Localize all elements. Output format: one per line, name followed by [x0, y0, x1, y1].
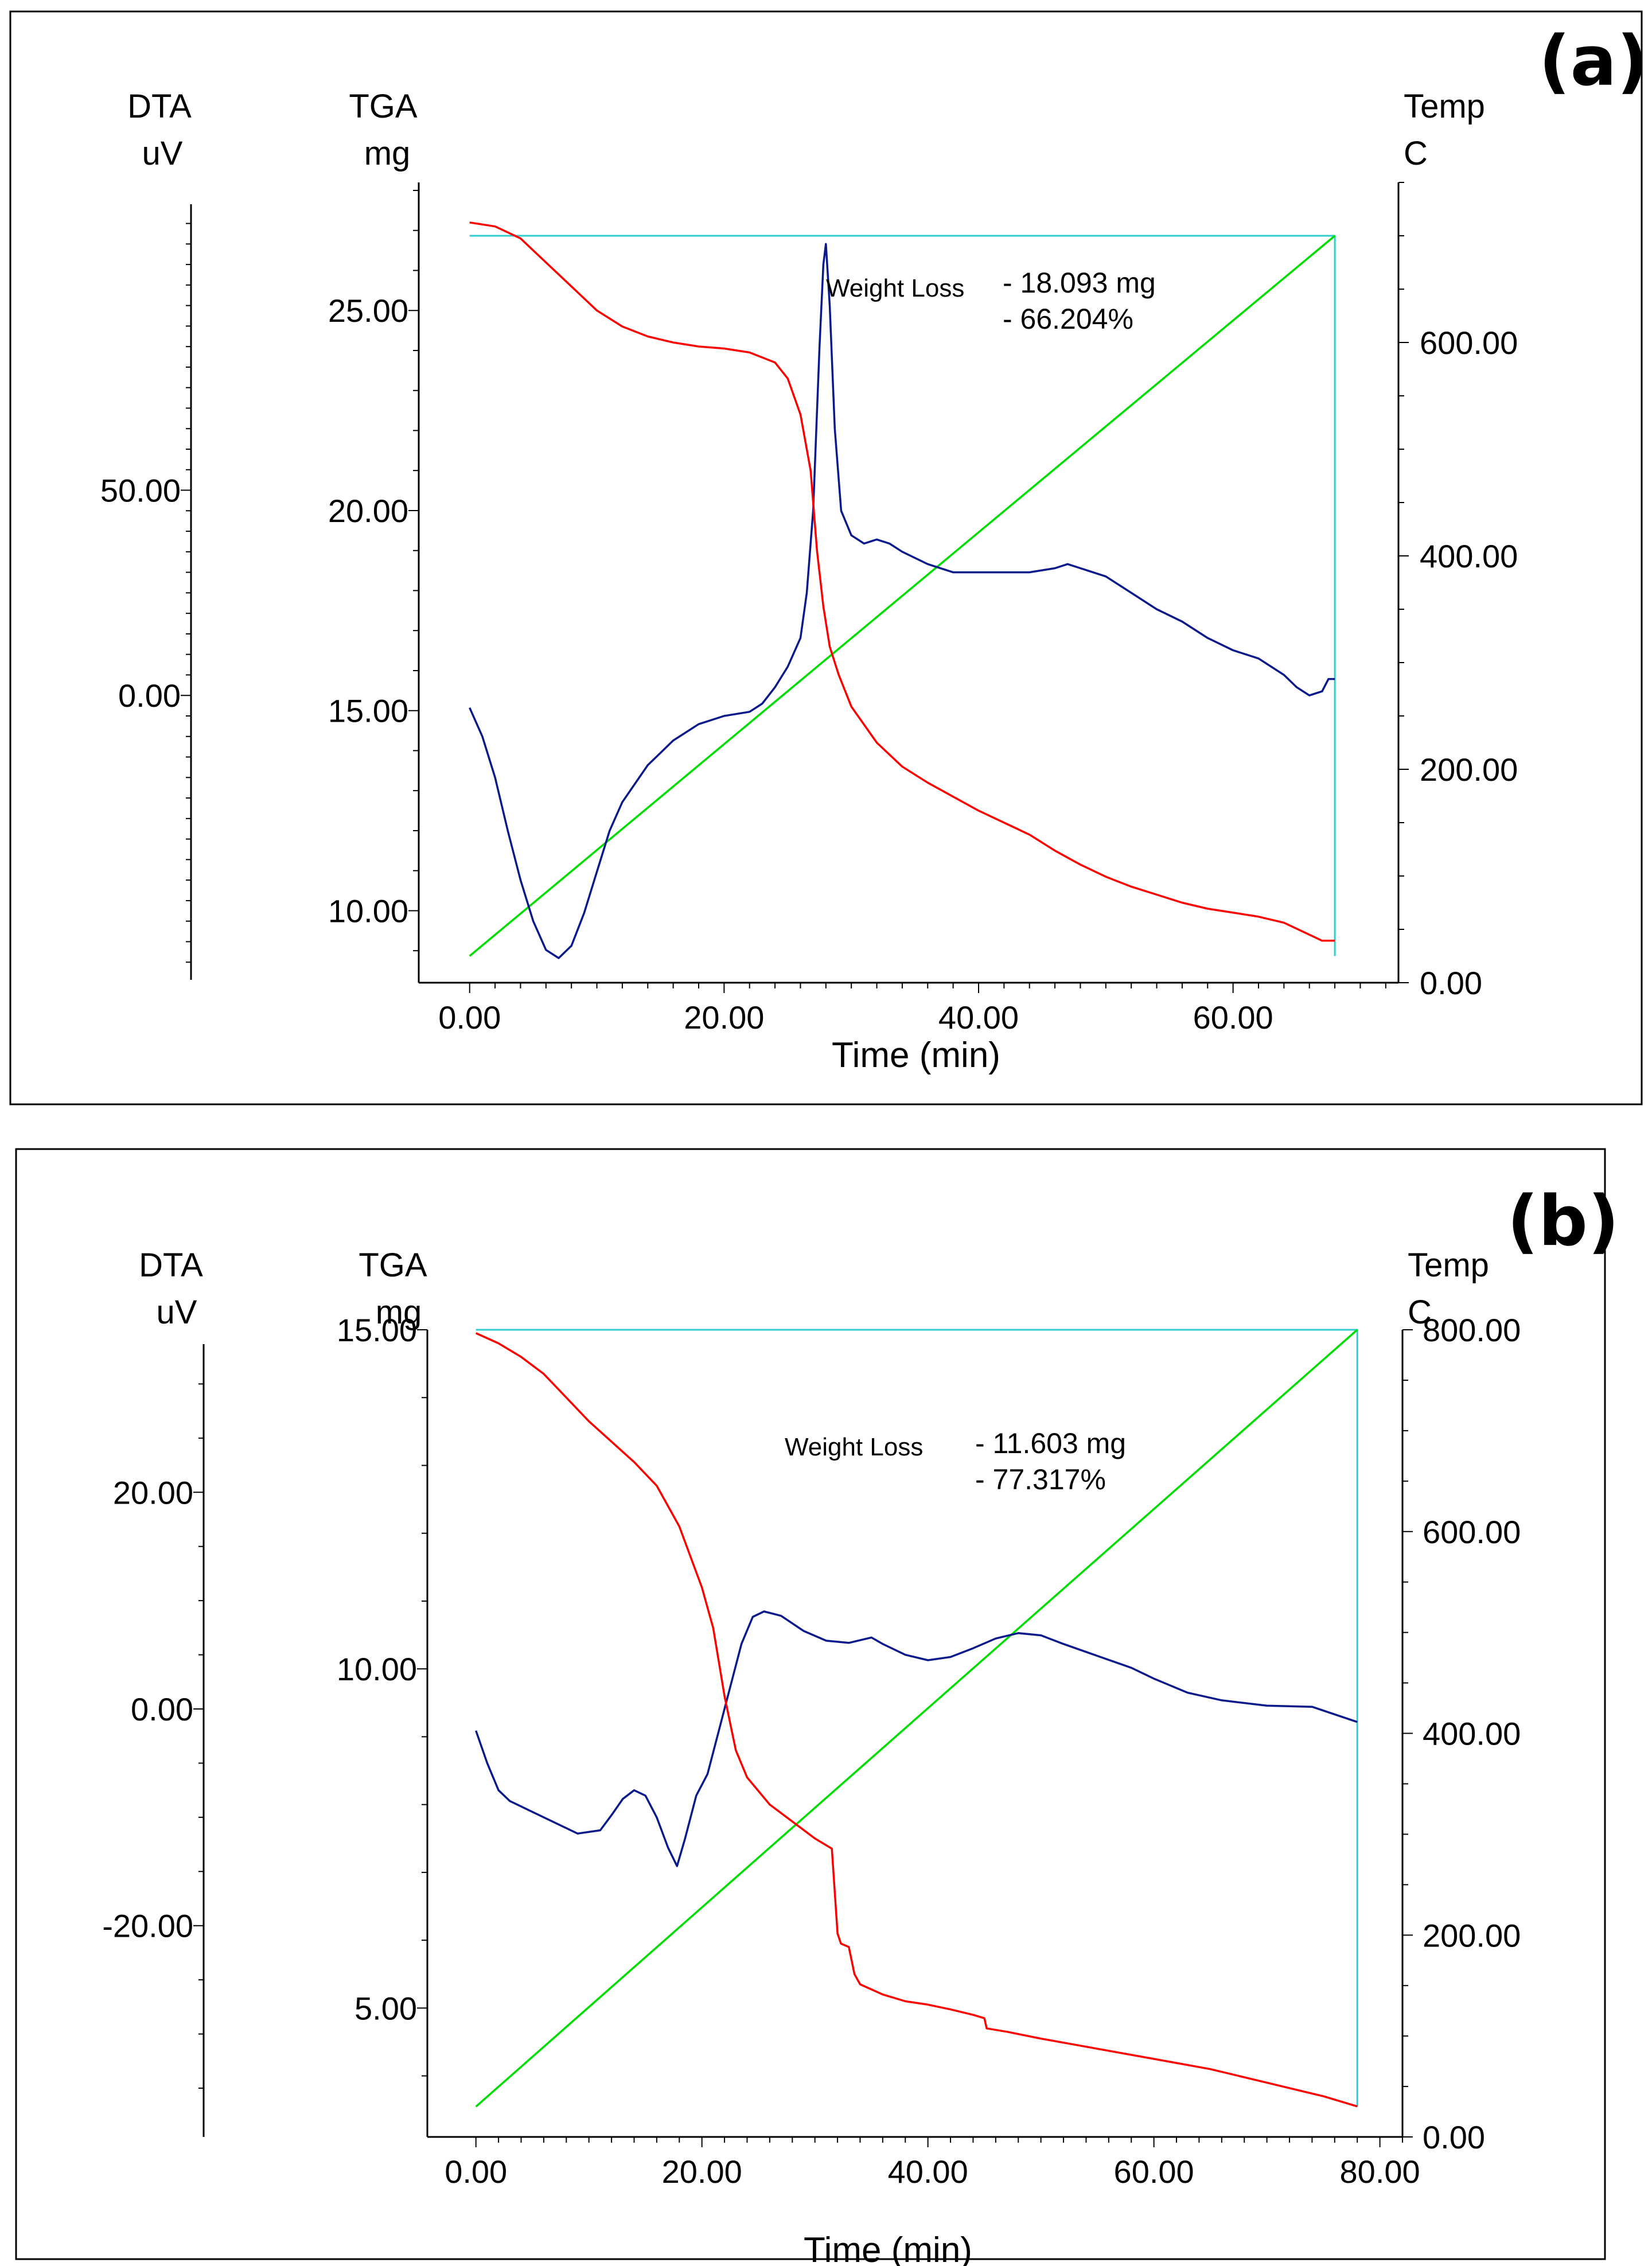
plot-curves: [469, 221, 1336, 959]
dta-curve: [469, 243, 1335, 959]
dta-tick-label: 20.00: [113, 1474, 193, 1510]
time-axis-title: Time (min): [804, 2230, 972, 2266]
temp-tick-label: 400.00: [1420, 538, 1518, 574]
temp-tick-label: 200.00: [1423, 1917, 1521, 1953]
tga-tick-label: 25.00: [328, 293, 408, 329]
tga-curve: [475, 1332, 1358, 2108]
weight-loss-mass: - 11.603 mg: [975, 1427, 1126, 1459]
temp-tick-label: 800.00: [1423, 1312, 1521, 1348]
weight-loss-percent: - 66.204%: [1003, 303, 1133, 335]
tga-tick-label: 15.00: [328, 693, 408, 729]
time-tick-label: 60.00: [1114, 2154, 1194, 2190]
weight-loss-mass: - 18.093 mg: [1003, 267, 1156, 299]
temp-tick-label: 0.00: [1420, 965, 1482, 1001]
panel-frame: [9, 10, 1643, 1105]
temp-curve: [475, 1329, 1358, 2108]
axis-ticks: 15.00 10.00 5.00 800.00 600.00 400.00 200.00 0.…: [102, 1312, 1521, 2190]
dta-tick-label: 0.00: [131, 1691, 193, 1727]
dta-axis-unit: uV: [157, 1294, 197, 1331]
weight-loss-label: Weight Loss: [826, 274, 964, 302]
panel-label: (b): [1507, 1182, 1619, 1262]
temp-tick-label: 0.00: [1423, 2119, 1485, 2155]
tga-axis-unit: mg: [364, 135, 411, 172]
tga-axis-title: TGA: [349, 88, 418, 125]
time-tick-label: 20.00: [684, 999, 764, 1035]
tga-axis-title: TGA: [359, 1247, 427, 1284]
tga-tick-label: 15.00: [337, 1312, 417, 1348]
temp-axis-title: Temp: [1404, 88, 1485, 125]
temp-tick-label: 600.00: [1423, 1514, 1521, 1550]
time-tick-label: 0.00: [445, 2154, 507, 2190]
panel-frame: [15, 1148, 1606, 2260]
dta-tick-label: 0.00: [118, 678, 181, 714]
temp-tick-label: 600.00: [1420, 325, 1518, 361]
temp-tick-label: 400.00: [1423, 1716, 1521, 1752]
dta-axis-unit: uV: [142, 135, 183, 172]
temp-axis-unit: C: [1404, 135, 1428, 172]
tga-tick-label: 5.00: [354, 1990, 417, 2026]
panel-label: (a): [1539, 22, 1649, 102]
temp-axis-title: Temp: [1408, 1247, 1489, 1284]
temp-curve: [469, 235, 1336, 957]
temp-tick-label: 200.00: [1420, 752, 1518, 788]
tga-tick-label: 20.00: [328, 493, 408, 529]
dta-tick-label: 50.00: [100, 473, 181, 509]
dta-tick-label: -20.00: [102, 1908, 193, 1944]
dta-axis-title: DTA: [139, 1247, 203, 1284]
time-axis-title: Time (min): [832, 1035, 1000, 1075]
tga-tick-label: 10.00: [328, 893, 408, 929]
time-tick-label: 80.00: [1340, 2154, 1420, 2190]
time-tick-label: 0.00: [438, 999, 501, 1035]
tga-tick-label: 10.00: [337, 1651, 417, 1687]
weight-loss-percent: - 77.317%: [975, 1463, 1106, 1496]
time-tick-label: 40.00: [938, 999, 1019, 1035]
time-tick-label: 60.00: [1193, 999, 1273, 1035]
time-tick-label: 20.00: [662, 2154, 742, 2190]
axis-ticks: 25.00 20.00 15.00 10.00 600.00 400.00 200.00 0.…: [100, 182, 1518, 1035]
dta-curve: [475, 1610, 1358, 1867]
panel-a: (a) DTA uV TGA mg Temp C 25.00 20.00 15.00…: [9, 10, 1649, 1105]
dta-axis-title: DTA: [127, 88, 192, 125]
tga-axis-unit: mg: [376, 1294, 422, 1331]
tga-curve: [469, 221, 1335, 942]
weight-loss-label: Weight Loss: [785, 1433, 923, 1461]
plot-curves: [475, 1329, 1358, 2108]
temp-axis-unit: C: [1408, 1294, 1432, 1331]
time-tick-label: 40.00: [888, 2154, 968, 2190]
panel-b: (b) DTA uV TGA mg Temp C 15.00 10.00 5.00 8…: [15, 1148, 1619, 2266]
